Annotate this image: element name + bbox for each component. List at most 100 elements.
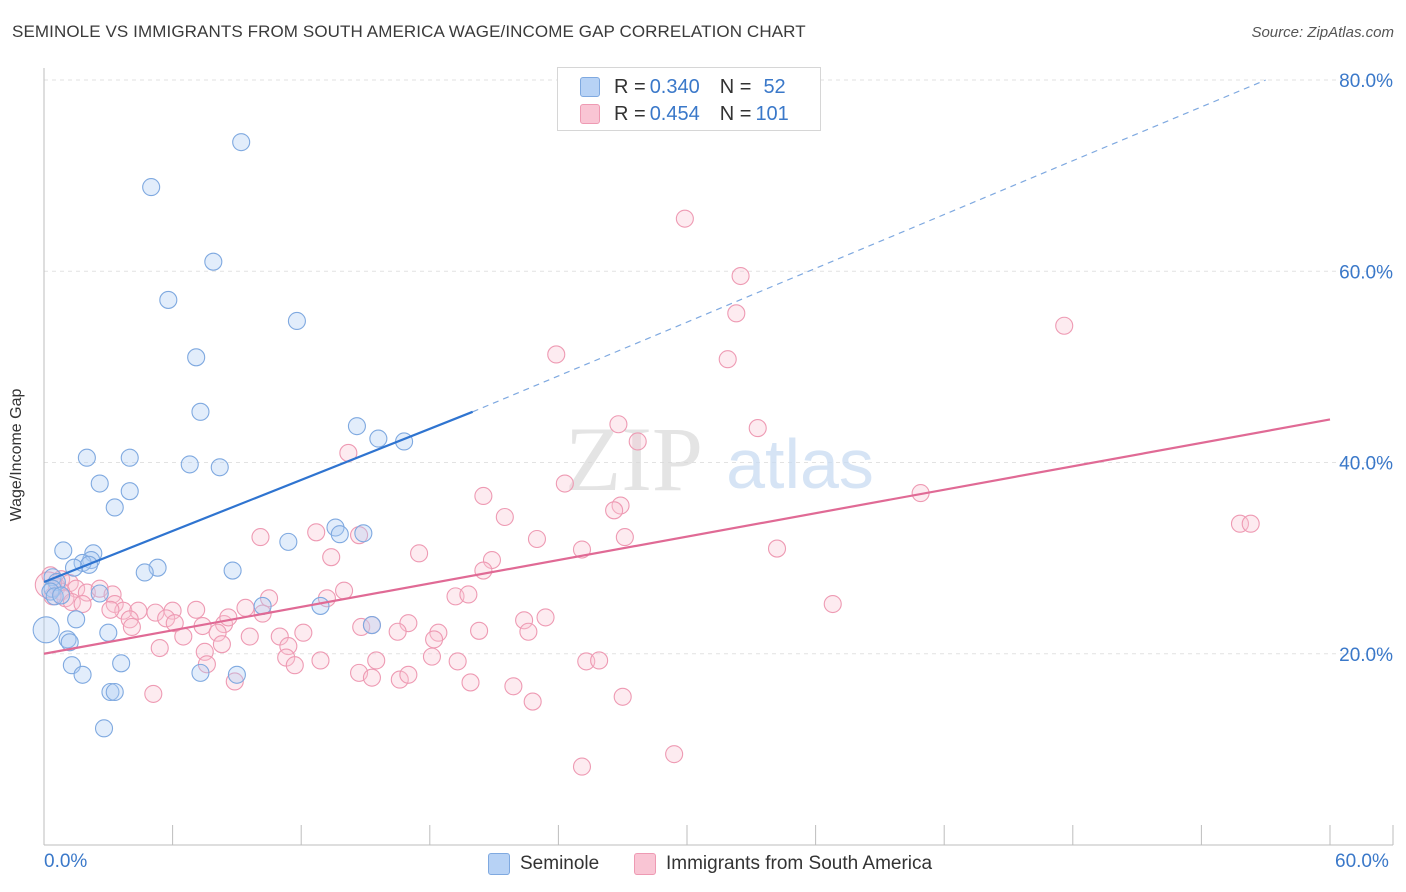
swatch-seminole — [580, 77, 600, 97]
n-label: N = — [719, 102, 752, 125]
data-point-seminole — [90, 474, 109, 493]
data-point-immigrants — [122, 617, 141, 637]
data-point-seminole — [77, 448, 96, 467]
data-point-immigrants — [515, 611, 534, 630]
data-point-seminole — [58, 630, 77, 649]
data-point-immigrants — [425, 630, 444, 649]
n-label: N = — [719, 75, 752, 98]
legend-item-immigrants[interactable]: Immigrants from South America — [634, 850, 932, 878]
data-point-immigrants — [73, 594, 92, 614]
data-point-immigrants — [390, 670, 409, 689]
data-point-seminole — [105, 682, 124, 702]
data-point-immigrants — [362, 668, 381, 687]
trend-line-immigrants — [43, 418, 1331, 655]
data-point-seminole — [191, 663, 210, 682]
data-point-immigrants — [609, 415, 628, 434]
data-point-immigrants — [388, 622, 407, 641]
trend-line-seminole-extrapolated — [472, 79, 1266, 413]
y-axis-title: Wage/Income Gap — [8, 388, 25, 522]
data-point-immigrants — [536, 608, 555, 627]
data-point-immigrants — [665, 745, 684, 764]
data-point-immigrants — [144, 684, 163, 703]
swatch-immigrants — [580, 104, 600, 124]
data-point-seminole — [159, 290, 178, 309]
data-point-immigrants — [727, 304, 746, 323]
data-point-immigrants — [322, 548, 341, 567]
data-point-immigrants — [236, 598, 255, 617]
n-value: 52 — [763, 75, 786, 98]
data-point-immigrants — [590, 651, 609, 670]
legend-label-seminole: Seminole — [520, 853, 600, 874]
data-point-immigrants — [219, 608, 238, 627]
r-label: R = — [614, 102, 646, 125]
data-point-seminole — [223, 561, 242, 580]
data-point-immigrants — [101, 600, 120, 619]
data-point-seminole — [60, 633, 79, 652]
r-label: R = — [614, 75, 646, 98]
y-tick-label: 20.0% — [1339, 645, 1393, 666]
data-point-immigrants — [187, 600, 206, 619]
data-point-seminole — [362, 616, 381, 635]
data-point-seminole — [105, 498, 124, 517]
r-value: 0.340 — [649, 75, 700, 98]
data-point-immigrants — [613, 687, 632, 706]
data-point-immigrants — [294, 623, 313, 642]
n-value: 101 — [755, 102, 789, 125]
data-point-seminole — [142, 178, 161, 197]
data-point-seminole — [191, 402, 210, 421]
data-point-immigrants — [572, 757, 592, 776]
chart-title: SEMINOLE VS IMMIGRANTS FROM SOUTH AMERIC… — [12, 22, 806, 41]
data-point-immigrants — [718, 350, 737, 369]
data-point-immigrants — [157, 609, 176, 628]
data-point-immigrants — [259, 589, 279, 608]
data-point-immigrants — [495, 507, 514, 527]
data-point-seminole — [187, 348, 206, 367]
data-point-seminole — [52, 586, 71, 605]
data-point-seminole — [94, 719, 114, 738]
data-point-immigrants — [523, 692, 542, 711]
data-point-immigrants — [410, 544, 429, 563]
data-point-seminole — [120, 448, 139, 467]
data-point-seminole — [354, 524, 373, 543]
y-tick-labels: 20.0% 40.0% 60.0% 80.0% — [1339, 71, 1393, 666]
watermark-zip: ZIP — [565, 408, 703, 510]
data-point-immigrants — [367, 651, 386, 670]
data-point-immigrants — [748, 419, 767, 438]
data-point-seminole — [112, 654, 131, 673]
gridlines — [44, 79, 1393, 655]
data-point-immigrants — [577, 652, 596, 671]
x-tick-label-min: 0.0% — [44, 851, 88, 872]
y-tick-label: 40.0% — [1339, 454, 1393, 475]
data-point-immigrants — [251, 528, 270, 547]
legend-item-seminole[interactable]: Seminole — [488, 850, 599, 878]
data-point-immigrants — [474, 486, 493, 506]
data-point-immigrants — [165, 614, 184, 633]
data-point-immigrants — [605, 501, 624, 520]
data-point-immigrants — [731, 266, 750, 286]
data-point-immigrants — [461, 673, 480, 692]
data-point-seminole — [227, 665, 246, 684]
data-point-immigrants — [572, 540, 592, 559]
data-point-immigrants — [547, 345, 566, 364]
data-point-seminole — [73, 665, 92, 684]
data-point-seminole — [330, 525, 349, 544]
data-point-immigrants — [459, 585, 478, 604]
data-point-immigrants — [1230, 514, 1250, 533]
source-label: Source: ZipAtlas.com — [1251, 24, 1394, 41]
data-point-immigrants — [628, 432, 647, 451]
data-point-immigrants — [422, 647, 441, 666]
data-point-immigrants — [470, 621, 489, 640]
data-point-seminole — [32, 616, 60, 644]
data-point-immigrants — [555, 474, 574, 493]
data-point-immigrants — [279, 637, 298, 656]
data-point-seminole — [120, 482, 139, 501]
data-point-seminole — [369, 429, 388, 448]
trend-line-seminole — [43, 410, 474, 584]
series-immigrants-points — [34, 209, 1260, 776]
series-seminole-points — [32, 133, 414, 738]
data-point-immigrants — [448, 652, 467, 671]
data-point-immigrants — [1241, 514, 1260, 533]
series-legend: Seminole Immigrants from South America — [0, 850, 1406, 880]
r-value: 0.454 — [649, 102, 700, 125]
